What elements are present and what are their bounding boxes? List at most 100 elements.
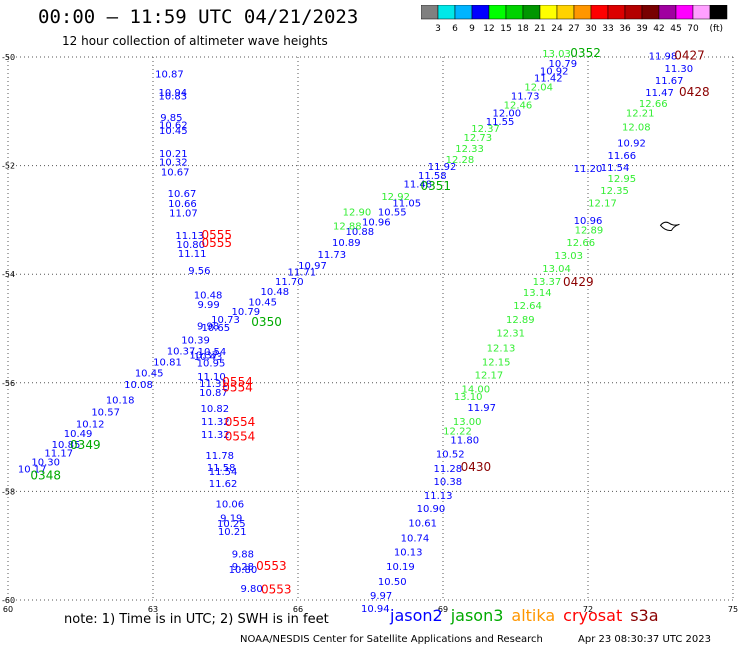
wave-height-label: 11.97 — [467, 403, 496, 414]
legend-tick-label: 12 — [483, 24, 494, 34]
pass-time-label: 0350 — [251, 315, 282, 329]
wave-height-label: 10.45 — [248, 298, 277, 309]
wave-height-label: 10.13 — [394, 547, 423, 558]
legend-tick-label: 70 — [687, 24, 699, 34]
wave-height-label: 10.80 — [229, 565, 258, 576]
wave-height-label: 12.37 — [471, 124, 500, 135]
wave-height-label: 10.48 — [260, 287, 289, 298]
wave-height-label: 9.85 — [160, 113, 182, 124]
wave-height-label: 10.37 — [189, 350, 218, 361]
wave-height-label: 13.37 — [533, 277, 562, 288]
wave-height-label: 12.89 — [506, 315, 535, 326]
wave-height-label: 10.18 — [106, 395, 135, 406]
wave-height-label: 10.90 — [417, 504, 446, 515]
wave-height-label: 12.17 — [588, 198, 617, 209]
wave-height-label: 12.46 — [504, 101, 533, 112]
legend-tick-label: 45 — [670, 24, 681, 34]
legend-tick-label: 33 — [602, 24, 613, 34]
legend-tick-label: 24 — [551, 24, 563, 34]
wave-height-label: 11.48 — [404, 179, 433, 190]
wave-height-label: 10.81 — [153, 357, 182, 368]
wave-height-label: 11.54 — [209, 467, 238, 478]
pass-time-label: 0553 — [256, 559, 287, 573]
wave-height-label: 12.00 — [492, 109, 521, 120]
wave-height-label: 10.67 — [161, 167, 190, 178]
satellite-legend: jason2 jason3 altika cryosat s3a — [390, 606, 667, 625]
wave-height-label: 10.25 — [217, 519, 246, 530]
wave-height-label: 13.04 — [542, 264, 571, 275]
wave-height-label: 9.80 — [240, 584, 262, 595]
wave-height-label: 11.07 — [169, 209, 198, 220]
wave-height-label: 11.13 — [175, 231, 204, 242]
map-subtitle: 12 hour collection of altimeter wave hei… — [62, 34, 328, 48]
wave-height-label: 10.57 — [91, 407, 120, 418]
wave-height-label: 10.52 — [436, 450, 465, 461]
wave-height-label: 11.71 — [288, 267, 317, 278]
wave-height-label: 10.55 — [378, 208, 407, 219]
wave-height-label: 10.74 — [401, 533, 430, 544]
wave-height-label: 11.20 — [574, 164, 603, 175]
wave-height-label: 10.50 — [378, 577, 407, 588]
altimeter-map: 60 63 66 69 72 75 -50 -52 -54 -56 -58 -60 11.20 10.87… — [2, 46, 738, 612]
wave-height-label: 12.33 — [455, 144, 484, 155]
pass-time-label: 0554 — [222, 380, 253, 394]
wave-height-label: 11.78 — [205, 451, 234, 462]
lat-tick-label: -52 — [2, 162, 15, 171]
wave-height-label: 10.21 — [218, 527, 247, 538]
wave-height-label: 10.89 — [332, 238, 361, 249]
wave-height-label: 10.19 — [386, 562, 415, 573]
wave-height-label: 12.15 — [482, 357, 511, 368]
wave-height-label: 10.32 — [159, 158, 188, 169]
wave-height-label: 12.22 — [443, 426, 472, 437]
wave-height-label: 10.88 — [346, 227, 375, 238]
wave-height-label: 10.62 — [159, 121, 188, 132]
wave-height-label: 9.97 — [370, 591, 392, 602]
wave-height-label: 11.28 — [434, 464, 463, 475]
wave-height-label: 9.19 — [220, 513, 242, 524]
wave-height-label: 10.54 — [198, 347, 227, 358]
wave-height-label: 10.61 — [408, 519, 437, 530]
wave-height-label: 12.21 — [626, 109, 655, 120]
lat-tick-label: -58 — [2, 487, 15, 496]
wave-height-label: 12.35 — [600, 186, 629, 197]
wave-height-label: 11.32 — [201, 417, 230, 428]
wave-height-label: 10.67 — [168, 189, 197, 200]
wave-height-label: 12.13 — [487, 343, 516, 354]
wave-height-label: 12.64 — [513, 301, 542, 312]
wave-height-label: 10.94 — [158, 88, 187, 99]
satellite-name: jason2 — [390, 606, 443, 625]
legend-unit: (ft) — [709, 24, 723, 34]
wave-height-label: 10.45 — [159, 126, 188, 137]
color-scale-legend: 3 6 9 12 15 18 21 24 27 30 33 36 39 42 45 70 (ft) — [421, 5, 728, 34]
wave-height-label: 11.54 — [601, 163, 630, 174]
wave-height-label: 11.66 — [608, 151, 637, 162]
wave-height-label: 10.65 — [202, 323, 231, 334]
wave-height-label: 11.32 — [201, 430, 230, 441]
wave-height-label: 11.17 — [44, 449, 73, 460]
lon-tick-label: 63 — [148, 605, 158, 612]
wave-height-label: 10.17 — [18, 464, 47, 475]
wave-height-label: 11.13 — [424, 491, 453, 502]
wave-height-label: 10.12 — [76, 419, 105, 430]
legend-swatch — [709, 5, 728, 20]
wave-height-label: 9.99 — [197, 300, 219, 311]
pass-time-label: 0555 — [202, 228, 233, 242]
satellite-name: cryosat — [563, 606, 623, 625]
lon-tick-label: 72 — [583, 605, 593, 612]
wave-height-label: 10.45 — [135, 368, 164, 379]
wave-height-label: 10.79 — [231, 307, 260, 318]
satellite-name: jason3 — [450, 606, 504, 625]
pass-time-label: 0430 — [461, 460, 492, 474]
pass-time-label: 0554 — [225, 429, 256, 443]
wave-height-label: 9.88 — [232, 550, 254, 561]
wave-height-label: 10.49 — [64, 429, 93, 440]
wave-height-label: 12.90 — [343, 208, 372, 219]
satellite-name: altika — [511, 606, 556, 625]
wave-height-label: 11.67 — [655, 76, 684, 87]
wave-height-label: 10.39 — [181, 336, 210, 347]
pass-time-label: 0352 — [570, 46, 601, 60]
wave-height-label: 13.14 — [523, 288, 552, 299]
lat-tick-label: -56 — [2, 379, 15, 388]
pass-time-label: 0349 — [70, 438, 101, 452]
wave-height-label: 10.73 — [211, 315, 240, 326]
